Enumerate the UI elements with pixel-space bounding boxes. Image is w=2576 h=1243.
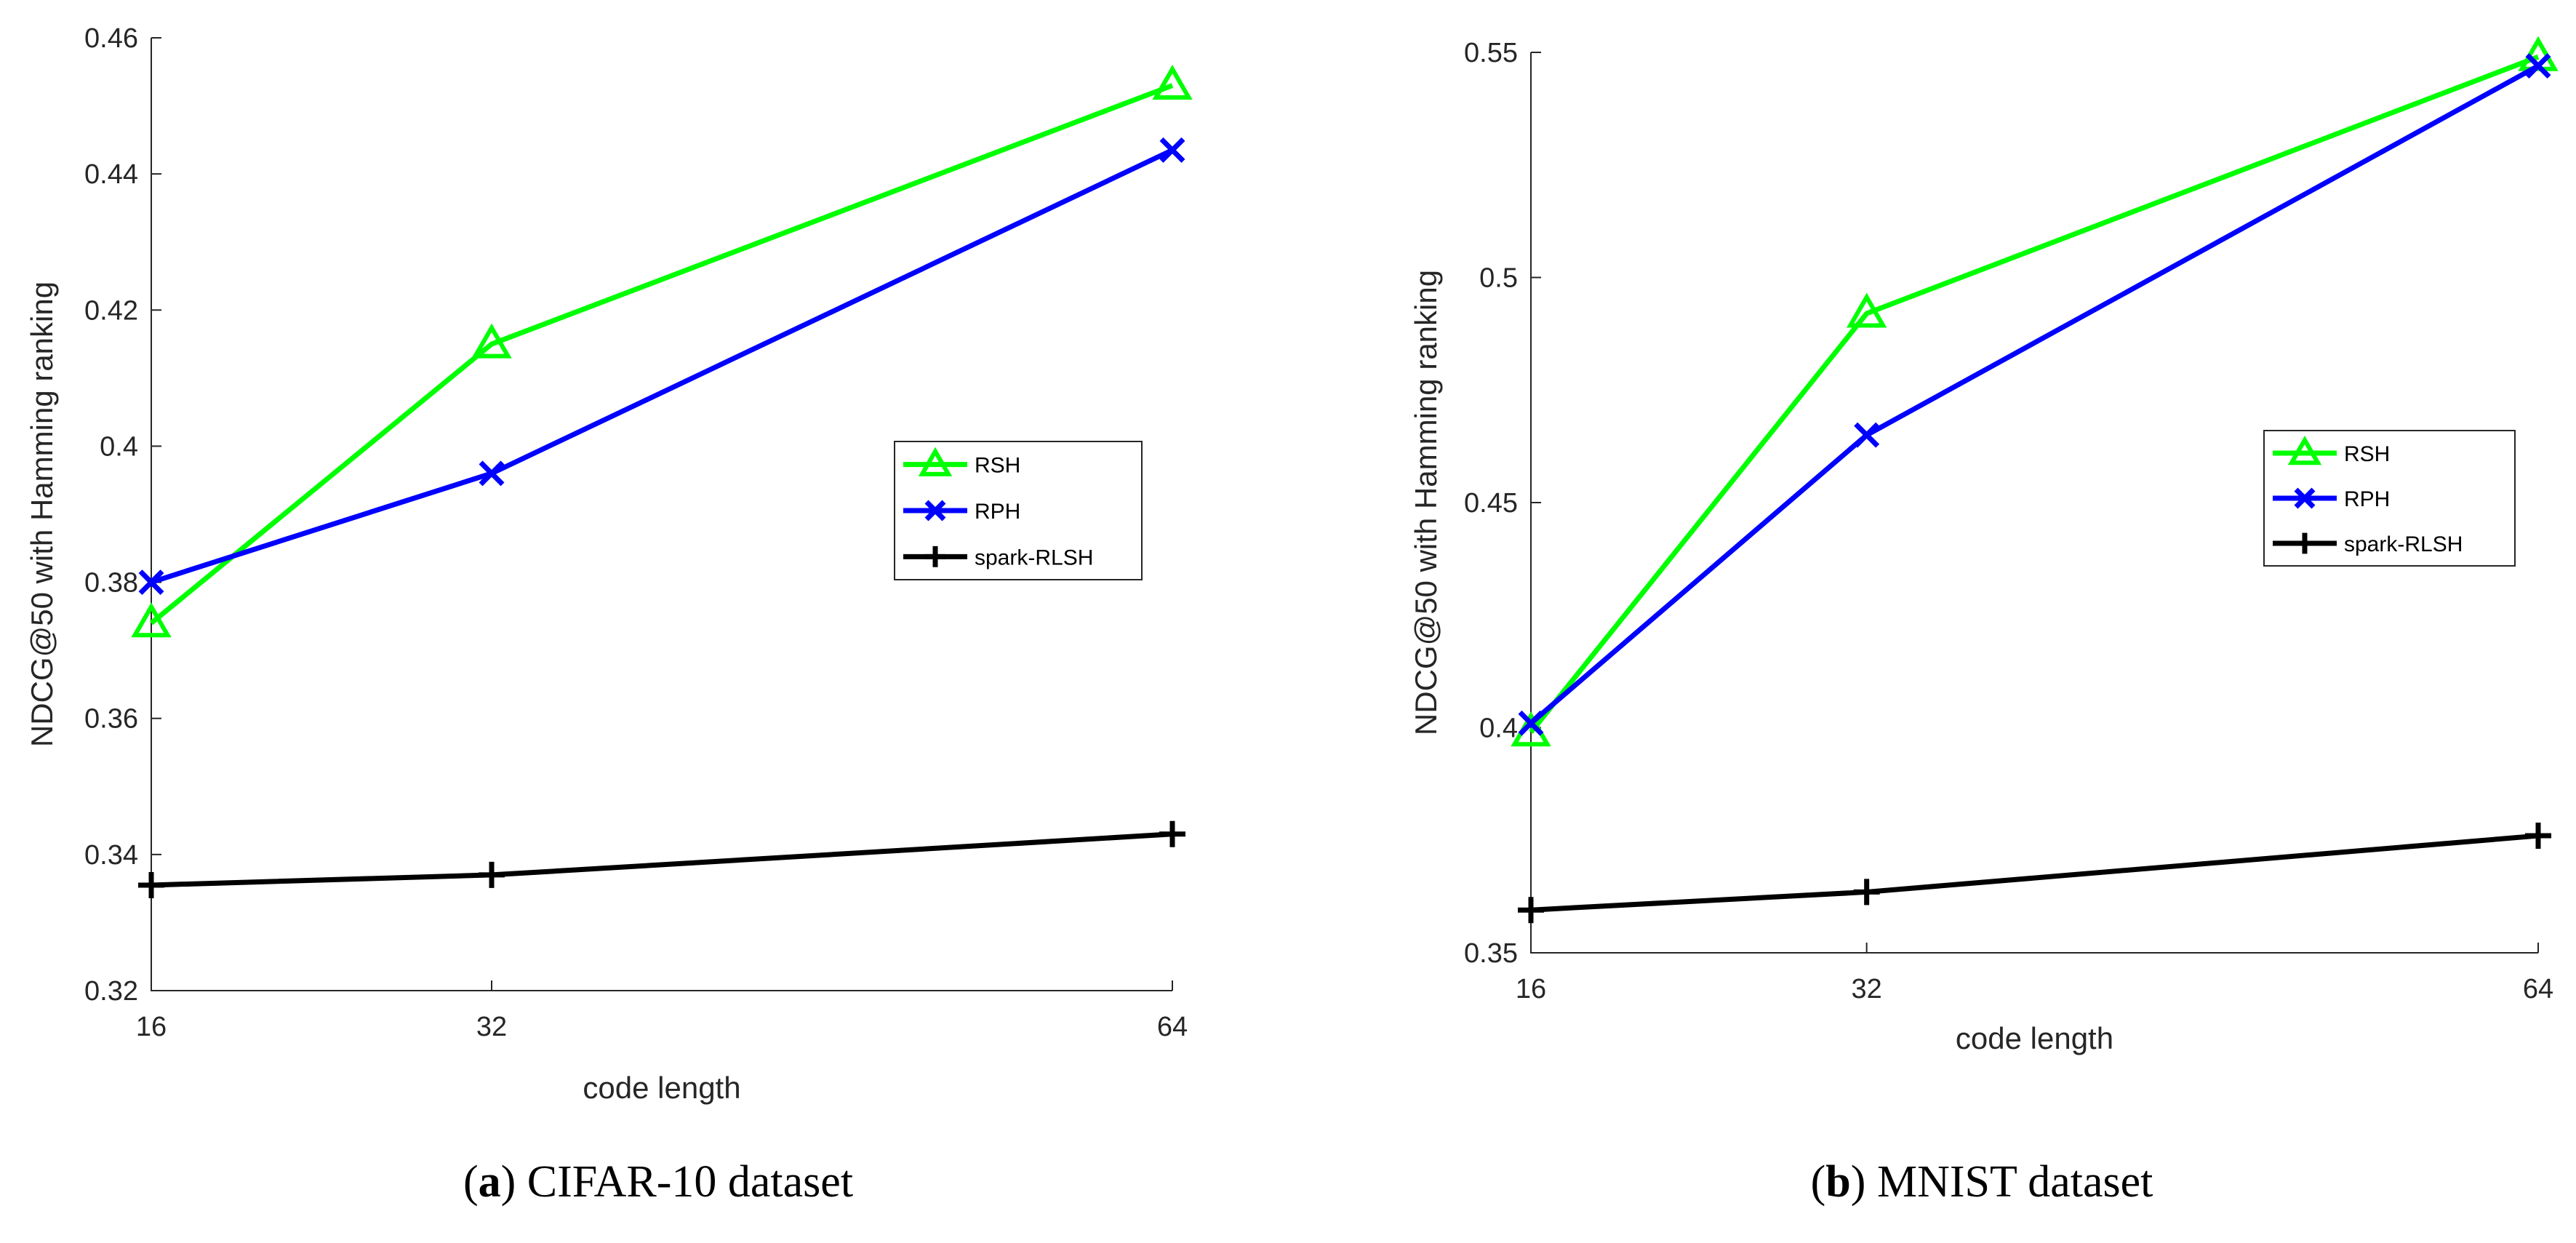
caption-b: (b) MNIST dataset	[1811, 1157, 2153, 1207]
data-point-rsh	[1152, 64, 1193, 100]
y-tick-label: 0.42	[84, 295, 138, 326]
data-point-rph	[138, 569, 164, 596]
y-tick-label: 0.36	[84, 704, 138, 735]
data-point-spark-rlsh	[2525, 823, 2551, 850]
chart-panel-a: 0.32 0.34 0.36 0.38 0.4 0.42 0.44 0.46 16 32 64 cod…	[25, 23, 1193, 1105]
data-point-rsh	[1846, 292, 1887, 328]
data-point-rph	[1518, 710, 1544, 736]
legend-marker-spark-rlsh	[924, 545, 946, 567]
y-tick-label: 0.34	[84, 840, 138, 871]
data-point-spark-rlsh	[1518, 897, 1544, 924]
legend-label-spark-rlsh: spark-RLSH	[975, 545, 1093, 569]
y-axis-label: NDCG@50 with Hamming ranking	[25, 281, 59, 747]
legend-label-rsh: RSH	[975, 454, 1020, 478]
data-point-spark-rlsh	[1853, 879, 1880, 906]
legend-marker-rsh	[918, 447, 953, 476]
x-tick-label: 32	[476, 1012, 507, 1042]
x-tick-label: 32	[1852, 974, 1882, 1004]
caption-a: (a) CIFAR-10 dataset	[463, 1157, 853, 1207]
data-point-rph	[1159, 137, 1185, 163]
series-line-spark-rlsh	[151, 831, 1173, 888]
data-point-rph	[479, 460, 505, 487]
series-line-rsh	[149, 83, 1174, 626]
legend-label-spark-rlsh: spark-RLSH	[2344, 532, 2463, 556]
data-point-spark-rlsh	[479, 861, 505, 888]
y-tick-label: 0.44	[84, 159, 138, 190]
legend-marker-rsh	[2287, 435, 2322, 465]
y-tick-label: 0.38	[84, 568, 138, 599]
series-line-spark-rlsh	[1530, 833, 2539, 913]
series-line-rph	[1529, 63, 2540, 725]
x-axis-label: code length	[1956, 1021, 2113, 1055]
y-tick-label: 0.32	[84, 976, 138, 1007]
data-point-rsh	[131, 602, 172, 638]
legend-marker-rph	[924, 500, 946, 521]
legend-label-rph: RPH	[2344, 487, 2390, 511]
data-point-rsh	[471, 323, 512, 359]
x-tick-label: 16	[1516, 974, 1546, 1004]
y-axis-label: NDCG@50 with Hamming ranking	[1409, 270, 1443, 735]
y-tick-label: 0.5	[1479, 263, 1518, 294]
y-tick-label: 0.55	[1464, 38, 1518, 68]
legend-marker-rph	[2294, 487, 2316, 509]
x-tick-label: 64	[2523, 974, 2553, 1004]
data-point-spark-rlsh	[138, 871, 164, 898]
x-tick-label: 64	[1157, 1012, 1188, 1042]
y-tick-label: 0.46	[84, 23, 138, 54]
chart-panel-b: 0.35 0.4 0.45 0.5 0.55 16 32 64 code length NDCG@…	[1409, 36, 2559, 1055]
x-axis-label: code length	[583, 1071, 740, 1105]
series-line-rsh	[1529, 54, 2540, 734]
data-point-rph	[1854, 422, 1880, 448]
y-tick-label: 0.35	[1464, 938, 1518, 969]
data-point-spark-rlsh	[1159, 820, 1185, 847]
legend-marker-spark-rlsh	[2294, 532, 2316, 554]
x-tick-label: 16	[136, 1012, 167, 1042]
y-tick-label: 0.4	[100, 431, 138, 462]
y-tick-label: 0.45	[1464, 488, 1518, 519]
y-tick-label: 0.4	[1479, 714, 1518, 744]
legend-label-rph: RPH	[975, 500, 1020, 524]
data-point-rph	[2525, 53, 2551, 79]
legend-label-rsh: RSH	[2344, 442, 2390, 466]
